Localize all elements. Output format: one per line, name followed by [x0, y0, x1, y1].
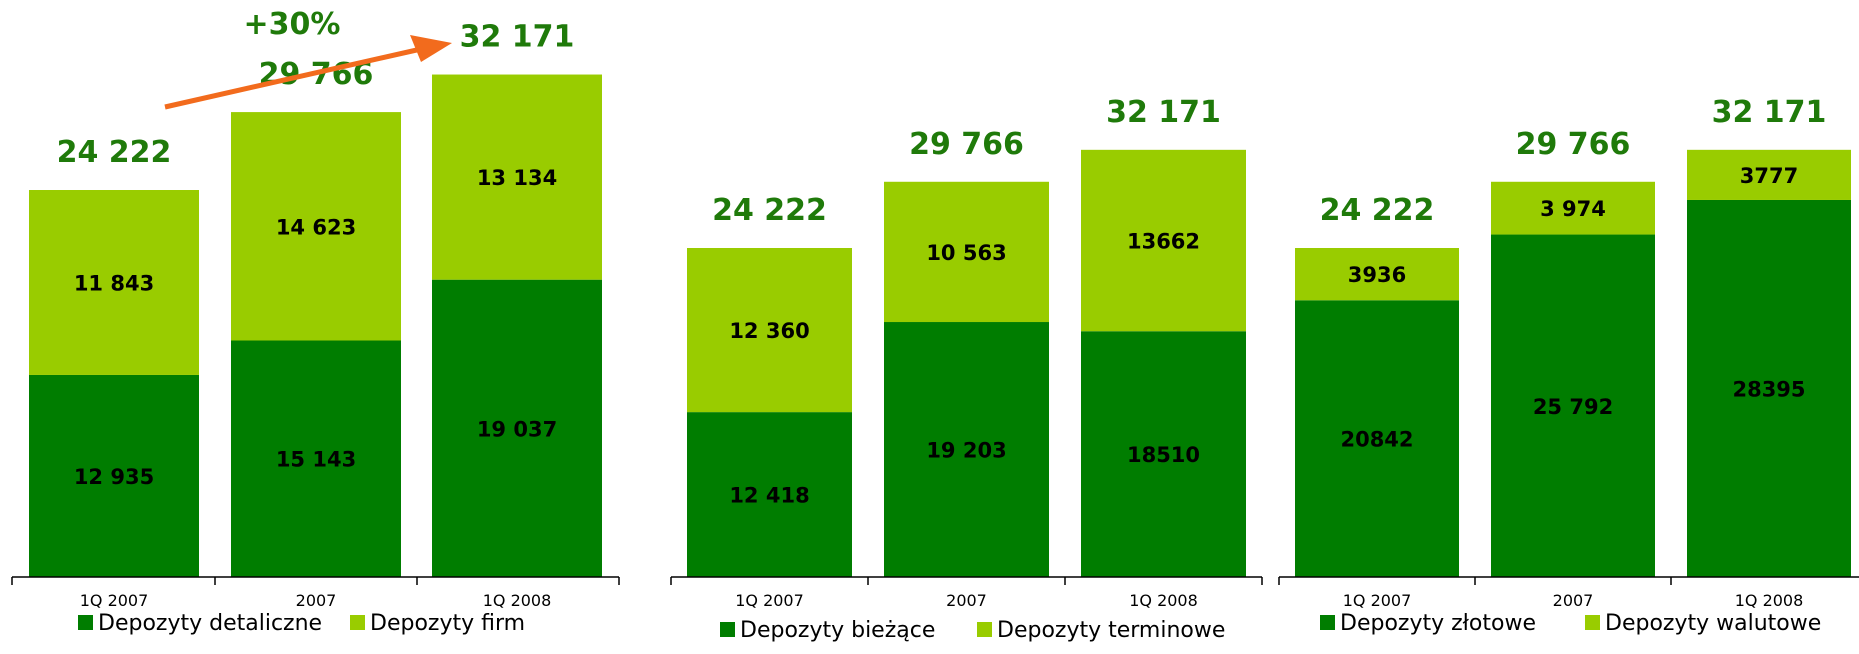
x-tick-label: 1Q 2008 — [483, 591, 552, 610]
bar-segment-3-2-upper — [1491, 181, 1655, 235]
chart-panel-3: 20842 3936 24 222 1Q 2007 25 792 3 974 29 766 2… — [1278, 95, 1859, 636]
bar-segment-1-2-lower — [231, 340, 401, 577]
legend-swatch — [720, 622, 735, 637]
segment-label: 3936 — [1348, 263, 1406, 287]
chart-panel-2: 12 418 12 360 24 222 1Q 2007 19 203 10 563 29 … — [670, 95, 1263, 643]
bar-segment-2-2-upper — [884, 181, 1049, 323]
segment-label: 19 203 — [926, 439, 1006, 463]
bar-segment-3-2-lower — [1491, 234, 1655, 577]
bar-segment-2-3-lower — [1081, 331, 1246, 577]
total-label: 24 222 — [57, 135, 172, 170]
total-label: 24 222 — [1320, 193, 1435, 228]
legend-label: Depozyty terminowe — [997, 618, 1225, 643]
segment-label: 13662 — [1127, 230, 1200, 254]
legend-swatch — [78, 615, 93, 630]
x-tick-label: 2007 — [1553, 591, 1594, 610]
total-label: 24 222 — [712, 193, 827, 228]
x-tick-label: 2007 — [296, 591, 337, 610]
segment-label: 28395 — [1732, 377, 1805, 401]
bar-segment-1-3-lower — [432, 279, 602, 577]
total-label: 32 171 — [460, 20, 575, 55]
total-label: 29 766 — [1516, 127, 1631, 162]
bar-segment-3-1-upper — [1295, 248, 1459, 301]
bar-segment-2-1-lower — [687, 412, 852, 577]
segment-label: 14 623 — [276, 215, 356, 239]
segment-label: 20842 — [1340, 428, 1413, 452]
bar-segment-3-3-lower — [1687, 199, 1851, 577]
bar-segment-1-1-lower — [29, 374, 199, 577]
segment-label: 12 418 — [729, 484, 809, 508]
x-tick-label: 1Q 2008 — [1735, 591, 1804, 610]
segment-label: 3 974 — [1540, 197, 1606, 221]
x-tick-label: 2007 — [946, 591, 987, 610]
growth-label: +30% — [244, 7, 341, 42]
segment-label: 12 360 — [729, 319, 809, 343]
legend-swatch — [977, 622, 992, 637]
bar-segment-2-3-upper — [1081, 149, 1246, 332]
legend-label: Depozyty bieżące — [740, 618, 935, 643]
bar-segment-3-1-lower — [1295, 300, 1459, 577]
growth-arrow-head — [410, 35, 452, 62]
x-tick-label: 1Q 2007 — [1343, 591, 1412, 610]
segment-label: 19 037 — [477, 417, 557, 441]
bar-segment-2-2-lower — [884, 322, 1049, 577]
legend-swatch — [350, 615, 365, 630]
legend-label: Depozyty złotowe — [1340, 611, 1536, 636]
growth-arrow-shaft — [164, 44, 431, 110]
segment-label: 15 143 — [276, 448, 356, 472]
bar-segment-1-2-upper — [231, 112, 401, 341]
x-tick-label: 1Q 2007 — [735, 591, 804, 610]
segment-label: 11 843 — [74, 271, 154, 295]
legend-swatch — [1585, 615, 1600, 630]
legend-label: Depozyty walutowe — [1605, 611, 1821, 636]
segment-label: 12 935 — [74, 465, 154, 489]
total-label: 32 171 — [1106, 95, 1221, 130]
legend-swatch — [1320, 615, 1335, 630]
segment-label: 18510 — [1127, 443, 1200, 467]
bar-segment-1-1-upper — [29, 190, 199, 375]
bar-segment-2-1-upper — [687, 248, 852, 413]
total-label: 29 766 — [909, 127, 1024, 162]
total-label: 32 171 — [1712, 95, 1827, 130]
legend-label: Depozyty detaliczne — [98, 611, 322, 636]
x-tick-label: 1Q 2007 — [80, 591, 149, 610]
segment-label: 25 792 — [1533, 395, 1613, 419]
segment-label: 10 563 — [926, 241, 1006, 265]
segment-label: 3777 — [1740, 164, 1798, 188]
x-tick-label: 1Q 2008 — [1129, 591, 1198, 610]
segment-label: 13 134 — [477, 166, 557, 190]
bar-segment-1-3-upper — [432, 74, 602, 280]
legend-label: Depozyty firm — [370, 611, 525, 636]
bar-segment-3-3-upper — [1687, 149, 1851, 200]
